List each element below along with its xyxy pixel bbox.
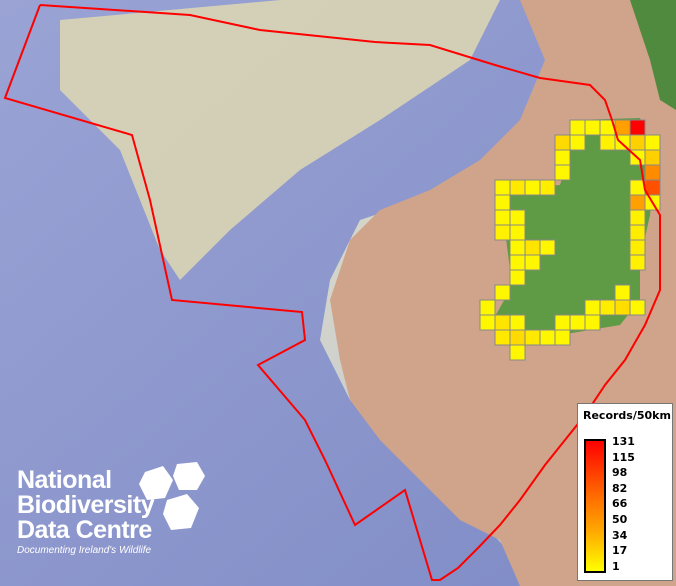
- heatmap-cell[interactable]: [494, 284, 511, 301]
- heatmap-cell[interactable]: [584, 119, 601, 136]
- legend-tick-label: 82: [612, 481, 628, 495]
- logo-line: Data Centre: [17, 516, 152, 544]
- heatmap-cell[interactable]: [509, 224, 526, 241]
- heatmap-cell[interactable]: [569, 119, 586, 136]
- heatmap-cell[interactable]: [524, 239, 541, 256]
- heatmap-cell[interactable]: [614, 119, 631, 136]
- heatmap-cell[interactable]: [524, 179, 541, 196]
- heatmap-cell[interactable]: [479, 314, 496, 331]
- heatmap-cell[interactable]: [509, 239, 526, 256]
- land-ireland: [490, 118, 655, 345]
- heatmap-cell[interactable]: [554, 329, 571, 346]
- hexagon-logo-icon: [139, 462, 205, 530]
- heatmap-cell[interactable]: [539, 179, 556, 196]
- legend-tick-label: 115: [612, 450, 635, 464]
- heatmap-cell[interactable]: [494, 329, 511, 346]
- heatmap-cell[interactable]: [584, 299, 601, 316]
- heatmap-cell[interactable]: [509, 254, 526, 271]
- legend-tick-label: 1: [612, 559, 620, 573]
- heatmap-cell[interactable]: [494, 314, 511, 331]
- logo-tagline: Documenting Ireland's Wildlife: [17, 545, 152, 556]
- heatmap-cell[interactable]: [494, 224, 511, 241]
- heatmap-cell[interactable]: [629, 239, 646, 256]
- heatmap-cell[interactable]: [629, 194, 646, 211]
- legend-tick-label: 34: [612, 528, 628, 542]
- heatmap-cell[interactable]: [569, 314, 586, 331]
- heatmap-cell[interactable]: [554, 134, 571, 151]
- heatmap-cell[interactable]: [524, 254, 541, 271]
- legend-tick-label: 131: [612, 435, 635, 448]
- heatmap-cell[interactable]: [494, 194, 511, 211]
- heatmap-cell[interactable]: [614, 299, 631, 316]
- shelf-sand: [60, 0, 500, 280]
- heatmap-cell[interactable]: [554, 164, 571, 181]
- legend-tick-label: 98: [612, 466, 628, 480]
- heatmap-cell[interactable]: [584, 314, 601, 331]
- heatmap-cell[interactable]: [569, 134, 586, 151]
- heatmap-cell[interactable]: [509, 329, 526, 346]
- legend-tick-label: 66: [612, 497, 628, 511]
- heatmap-cell[interactable]: [644, 134, 661, 151]
- heatmap-cell[interactable]: [509, 269, 526, 286]
- heatmap-cell[interactable]: [629, 134, 646, 151]
- legend-tick-label: 50: [612, 513, 628, 526]
- heatmap-cell[interactable]: [554, 149, 571, 166]
- heatmap-cell[interactable]: [599, 299, 616, 316]
- logo-line: Biodiversity: [17, 491, 155, 519]
- heatmap-cell[interactable]: [629, 254, 646, 271]
- heatmap-cell[interactable]: [629, 224, 646, 241]
- heatmap-cell[interactable]: [479, 299, 496, 316]
- heatmap-cell[interactable]: [509, 344, 526, 361]
- heatmap-cell[interactable]: [524, 329, 541, 346]
- heatmap-cell[interactable]: [509, 209, 526, 226]
- legend-tick-label: 17: [612, 544, 628, 558]
- heatmap-cell[interactable]: [629, 299, 646, 316]
- legend: Records/50km 131 115 98 82 66 50 34 17 1: [577, 403, 673, 581]
- heatmap-cell[interactable]: [554, 314, 571, 331]
- logo-line: National: [17, 466, 112, 494]
- heatmap-cell[interactable]: [614, 284, 631, 301]
- heatmap-cells: [479, 119, 661, 361]
- heatmap-cell[interactable]: [629, 209, 646, 226]
- heatmap-cell[interactable]: [539, 239, 556, 256]
- heatmap-cell[interactable]: [599, 134, 616, 151]
- heatmap-cell[interactable]: [494, 179, 511, 196]
- heatmap-cell[interactable]: [494, 209, 511, 226]
- region-boundary: [3, 4, 661, 581]
- heatmap-cell[interactable]: [539, 329, 556, 346]
- land-scotland: [630, 0, 676, 110]
- legend-color-ramp: [584, 439, 606, 573]
- heatmap-cell[interactable]: [629, 119, 646, 136]
- heatmap-cell[interactable]: [644, 149, 661, 166]
- heatmap-cell[interactable]: [509, 314, 526, 331]
- heatmap-cell[interactable]: [644, 164, 661, 181]
- heatmap-cell[interactable]: [509, 179, 526, 196]
- nbdc-logo: National Biodiversity Data Centre Docume…: [17, 462, 205, 556]
- legend-title: Records/50km: [583, 409, 671, 422]
